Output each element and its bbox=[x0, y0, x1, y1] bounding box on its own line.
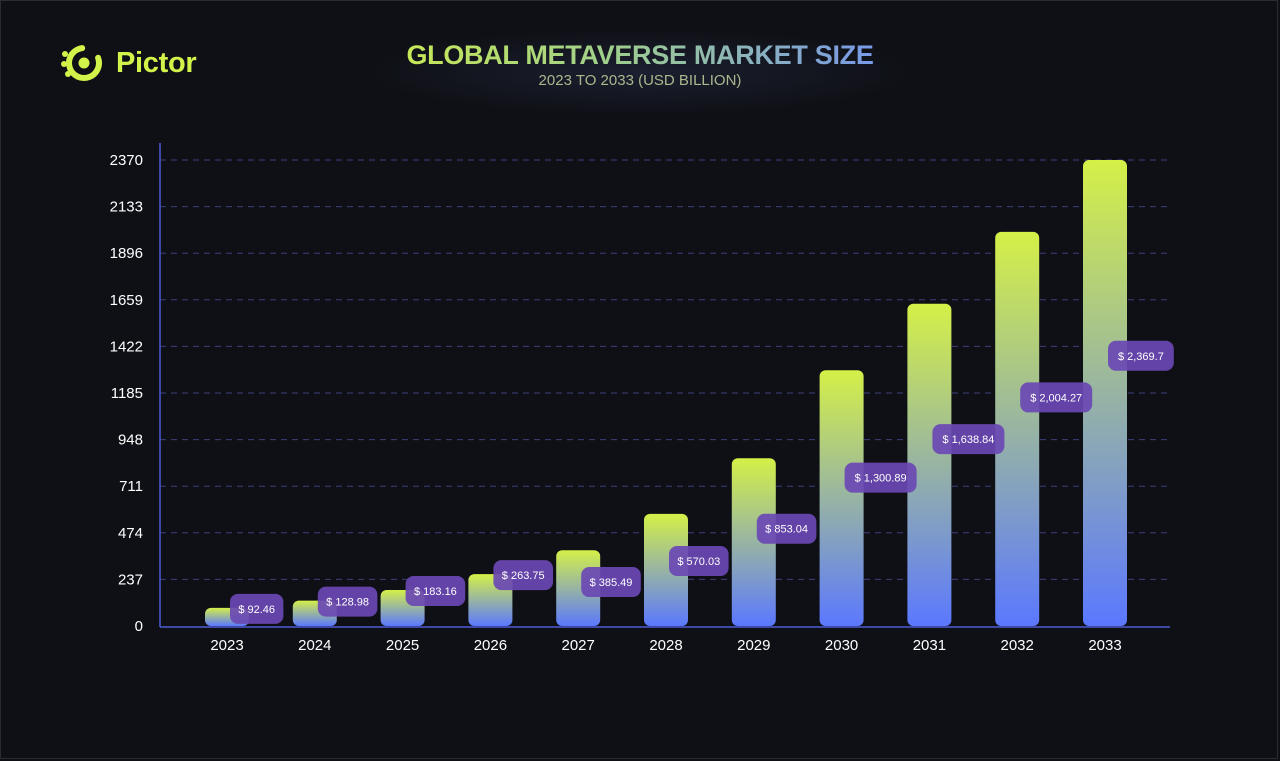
x-tick-label: 2025 bbox=[386, 637, 419, 654]
y-tick-label: 237 bbox=[118, 571, 143, 588]
value-label-box bbox=[844, 462, 917, 493]
value-label-box bbox=[405, 575, 466, 606]
bar-2032 bbox=[995, 231, 1040, 626]
y-tick-label: 0 bbox=[135, 618, 143, 635]
chart-subtitle: 2023 TO 2033 (USD BILLION) bbox=[538, 72, 742, 89]
y-tick-label: 1659 bbox=[110, 292, 143, 309]
value-label-text: $ 2,004.27 bbox=[1030, 392, 1082, 404]
value-label-2028: $ 570.03 bbox=[669, 545, 729, 576]
x-tick-label: 2024 bbox=[298, 637, 331, 654]
value-label-2032: $ 2,004.27 bbox=[1020, 382, 1093, 413]
y-tick-label: 2370 bbox=[110, 152, 143, 169]
y-tick-label: 711 bbox=[119, 478, 143, 495]
value-label-text: $ 263.75 bbox=[502, 570, 545, 582]
x-tick-label: 2031 bbox=[913, 637, 946, 654]
value-label-text: $ 2,369.7 bbox=[1118, 351, 1164, 363]
value-label-box bbox=[317, 586, 378, 617]
value-label-2030: $ 1,300.89 bbox=[844, 462, 917, 493]
value-label-text: $ 92.46 bbox=[238, 604, 275, 616]
value-label-box bbox=[230, 593, 284, 624]
value-label-2033: $ 2,369.7 bbox=[1108, 340, 1174, 371]
value-label-box bbox=[1020, 382, 1093, 413]
x-axis-ticks: 2023 2024 2025 2026 2027 2028 2029 2030 2031 2032… bbox=[210, 637, 1121, 654]
value-label-2023: $ 92.46 bbox=[230, 593, 284, 624]
value-label-box bbox=[669, 545, 729, 576]
pictor-logo-icon bbox=[60, 40, 106, 86]
bar-2033 bbox=[1083, 160, 1127, 626]
value-label-text: $ 183.16 bbox=[414, 586, 457, 598]
value-label-box bbox=[493, 560, 553, 591]
brand-name: Pictor bbox=[116, 46, 197, 79]
value-label-2029: $ 853.04 bbox=[756, 513, 817, 544]
value-label-box bbox=[1108, 340, 1174, 371]
y-tick-label: 1422 bbox=[110, 338, 143, 355]
value-label-text: $ 128.98 bbox=[326, 597, 369, 609]
x-tick-label: 2026 bbox=[474, 637, 507, 654]
y-tick-label: 1185 bbox=[111, 385, 143, 402]
value-label-text: $ 1,638.84 bbox=[942, 434, 994, 446]
value-label-text: $ 570.03 bbox=[677, 556, 720, 568]
y-axis-ticks: 0 237 474 711 948 1185 1422 1659 1896 2133 2370 bbox=[110, 152, 143, 635]
value-label-box bbox=[932, 424, 1005, 455]
bar-2029 bbox=[731, 458, 776, 626]
x-tick-label: 2029 bbox=[737, 637, 770, 654]
value-label-2027: $ 385.49 bbox=[581, 567, 641, 598]
x-tick-label: 2032 bbox=[1001, 637, 1034, 654]
value-label-text: $ 385.49 bbox=[590, 577, 633, 589]
bar-2030 bbox=[819, 370, 864, 626]
value-label-box bbox=[756, 513, 817, 544]
value-label-2025: $ 183.16 bbox=[405, 575, 466, 606]
x-tick-label: 2023 bbox=[210, 637, 243, 654]
brand: Pictor bbox=[60, 40, 197, 86]
value-label-text: $ 1,300.89 bbox=[855, 473, 907, 485]
x-tick-label: 2027 bbox=[562, 637, 595, 654]
value-label-2024: $ 128.98 bbox=[317, 586, 378, 617]
x-tick-label: 2033 bbox=[1088, 637, 1121, 654]
x-tick-label: 2030 bbox=[825, 637, 858, 654]
bar-2028 bbox=[644, 513, 688, 626]
value-label-2031: $ 1,638.84 bbox=[932, 424, 1005, 455]
x-tick-label: 2028 bbox=[649, 637, 682, 654]
chart-title: GLOBAL METAVERSE MARKET SIZE bbox=[340, 40, 940, 71]
value-labels: $ 92.46 $ 128.98 $ 183.16 $ 263.75 $ 385.49 $… bbox=[230, 340, 1174, 624]
value-label-text: $ 853.04 bbox=[765, 524, 808, 536]
value-label-box bbox=[581, 567, 641, 598]
bars bbox=[205, 160, 1127, 626]
bar-2031 bbox=[907, 303, 952, 626]
y-tick-label: 948 bbox=[118, 432, 143, 449]
y-tick-label: 474 bbox=[118, 525, 143, 542]
y-tick-label: 2133 bbox=[110, 199, 143, 216]
value-label-2026: $ 263.75 bbox=[493, 560, 553, 591]
title-glow bbox=[360, 28, 920, 116]
y-tick-label: 1896 bbox=[110, 245, 143, 262]
